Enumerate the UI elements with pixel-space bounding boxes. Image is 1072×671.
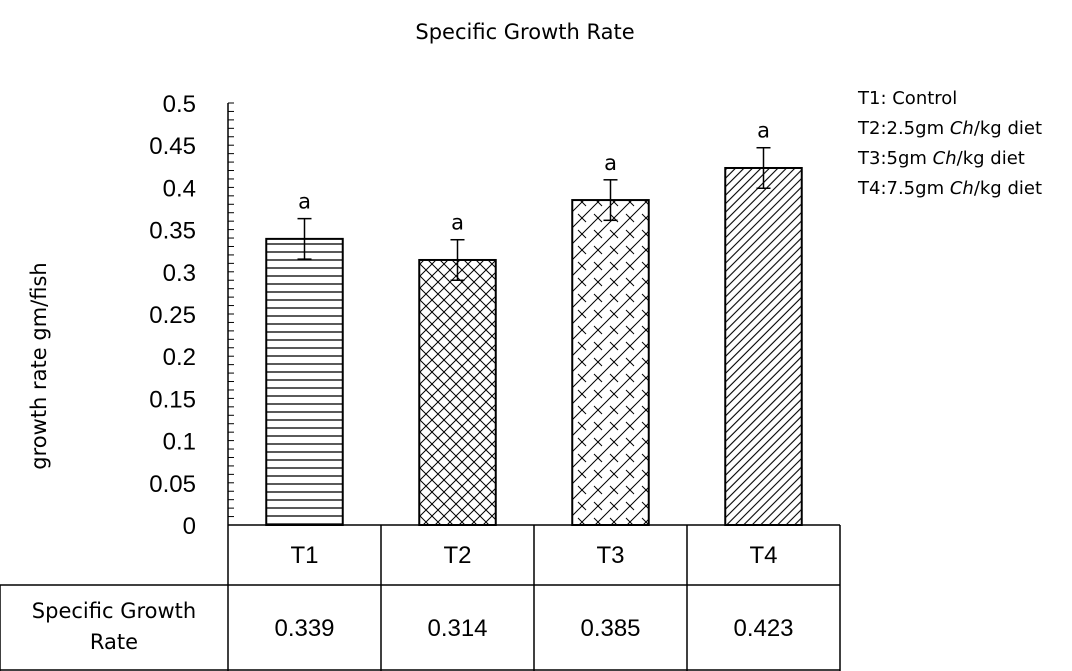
data-table: Specific Growth Rate 0.339 0.314 0.385 0…	[0, 525, 841, 671]
bar-t3	[571, 199, 650, 526]
y-tick-label: 0	[183, 513, 196, 540]
bars: a T1 a T2 a T3 a T4	[265, 119, 803, 569]
chart-title: Specific Growth Rate	[415, 20, 634, 44]
y-tick-label: 0.45	[149, 133, 196, 160]
y-tick-label: 0.3	[163, 260, 196, 287]
table-cell: 0.339	[274, 615, 334, 642]
legend-line: T4:7.5gm Ch/kg diet	[857, 178, 1042, 199]
x-category-label: T2	[443, 542, 471, 569]
legend-line: T1: Control	[857, 88, 957, 109]
significance-label: a	[298, 190, 311, 214]
table-cell: 0.314	[427, 615, 487, 642]
table-cell: 0.423	[733, 615, 793, 642]
y-tick-label: 0.05	[149, 471, 196, 498]
table-row-label: Specific Growth	[32, 599, 196, 623]
bar-t2	[418, 258, 497, 526]
legend-line: T3:5gm Ch/kg diet	[857, 148, 1025, 169]
y-tick-label: 0.1	[163, 429, 196, 456]
significance-label: a	[451, 211, 464, 235]
y-tick-label: 0.5	[163, 91, 196, 118]
x-category-label: T3	[596, 542, 624, 569]
bar-t4	[724, 166, 803, 526]
table-row-label: Rate	[90, 630, 138, 654]
legend-line: T2:2.5gm Ch/kg diet	[857, 118, 1042, 139]
y-tick-label: 0.4	[163, 175, 196, 202]
x-category-label: T4	[749, 542, 777, 569]
bar-t1	[265, 237, 344, 526]
y-axis-ticks: 0 0.05 0.1 0.15 0.2 0.25 0.3 0.35 0.4 0.45 0.5	[149, 91, 234, 540]
y-axis-label: growth rate gm/fish	[27, 262, 51, 469]
y-tick-label: 0.2	[163, 344, 196, 371]
y-tick-label: 0.35	[149, 218, 196, 245]
table-cell: 0.385	[580, 615, 640, 642]
y-tick-label: 0.15	[149, 386, 196, 413]
treatment-legend: T1: Control T2:2.5gm Ch/kg diet T3:5gm C…	[857, 88, 1042, 199]
y-tick-label: 0.25	[149, 302, 196, 329]
significance-label: a	[604, 151, 617, 175]
x-category-label: T1	[290, 542, 318, 569]
significance-label: a	[757, 119, 770, 143]
